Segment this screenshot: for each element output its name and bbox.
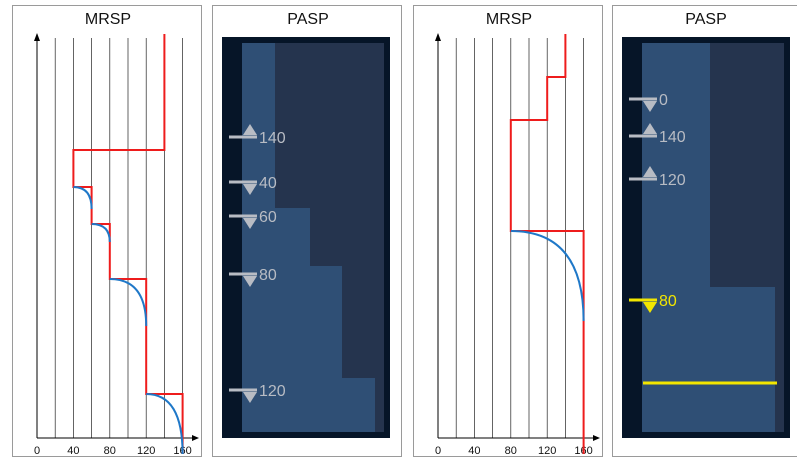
speed-increase-icon (243, 124, 257, 135)
marker-speed-label: 120 (259, 383, 286, 400)
y-axis-arrow (34, 33, 40, 41)
speed-marker: 60 (229, 209, 277, 229)
marker-speed-label: 40 (259, 175, 277, 192)
speed-marker: 80 (229, 267, 277, 287)
speed-decrease-icon (243, 276, 257, 287)
x-tick-label: 40 (468, 445, 480, 456)
mrsp-title-2: MRSP (485, 11, 533, 28)
speed-decrease-icon (243, 218, 257, 229)
pasp-panel-2: PASP 0 140 120 80 (612, 5, 797, 457)
brake-curve (146, 393, 184, 455)
x-tick-label: 0 (435, 445, 441, 456)
mrsp-panel-2: MRSP 0 40 80 120 160 (413, 5, 603, 457)
pasp-display-1: 140 40 60 80 120 (222, 37, 390, 438)
mrsp-panel-1: MRSP 0 40 80 120 160 (12, 5, 202, 457)
marker-speed-label: 140 (659, 129, 686, 146)
marker-speed-label: 80 (259, 267, 277, 284)
brake-curve (91, 223, 111, 243)
y-axis-arrow (435, 33, 441, 41)
brake-curve (73, 186, 93, 210)
x-tick-label: 80 (505, 445, 517, 456)
speed-decrease-icon (243, 392, 257, 403)
speed-marker: 0 (629, 92, 668, 112)
pasp-panel-1: PASP 140 40 60 80 120 (212, 5, 402, 457)
mrsp-title-1: MRSP (84, 11, 132, 28)
mrsp-chart-2: 0 40 80 120 160 (435, 33, 600, 456)
mrsp-step-line (509, 34, 585, 454)
pasp-permitted-speed-area (242, 43, 375, 432)
speed-marker: 140 (629, 123, 686, 146)
speed-increase-icon (643, 166, 657, 177)
pasp-display-2: 0 140 120 80 (622, 37, 790, 438)
speed-increase-icon (643, 123, 657, 134)
marker-speed-label: 0 (659, 92, 668, 109)
speed-decrease-icon (243, 184, 257, 195)
brake-curve (109, 278, 148, 327)
pasp-permitted-speed-area (642, 43, 775, 432)
x-tick-label: 40 (67, 445, 79, 456)
x-tick-label: 80 (104, 445, 116, 456)
speed-marker: 120 (229, 383, 286, 403)
speed-marker: 120 (629, 166, 686, 189)
x-tick-label: 0 (34, 445, 40, 456)
speed-marker: 40 (229, 175, 277, 195)
x-axis-arrow (192, 435, 199, 441)
x-axis-arrow (593, 435, 600, 441)
speed-decrease-icon (643, 302, 657, 313)
marker-speed-label: 80 (659, 293, 677, 310)
brake-curve (510, 230, 585, 322)
mrsp-chart-1: 0 40 80 120 160 (34, 33, 199, 456)
marker-speed-label: 140 (259, 130, 286, 147)
speed-marker: 140 (229, 124, 286, 147)
x-tick-label: 120 (538, 445, 556, 456)
speed-decrease-icon (643, 101, 657, 112)
speed-marker: 80 (629, 293, 677, 313)
x-tick-label: 120 (137, 445, 155, 456)
marker-speed-label: 120 (659, 172, 686, 189)
pasp-title-2: PASP (685, 11, 727, 28)
marker-speed-label: 60 (259, 209, 277, 226)
pasp-title-1: PASP (287, 11, 329, 28)
